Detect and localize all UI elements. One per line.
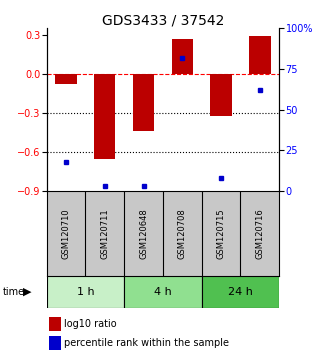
- Text: 1 h: 1 h: [76, 287, 94, 297]
- Text: time: time: [3, 287, 25, 297]
- Bar: [124, 276, 202, 308]
- Bar: [202, 276, 279, 308]
- Text: 24 h: 24 h: [228, 287, 253, 297]
- Text: GSM120648: GSM120648: [139, 208, 148, 259]
- Bar: [47, 276, 124, 308]
- Bar: [49, 317, 60, 331]
- Bar: [55, 74, 77, 84]
- Text: ▶: ▶: [23, 287, 32, 297]
- Bar: [49, 336, 60, 350]
- Text: GSM120710: GSM120710: [61, 208, 70, 259]
- Bar: [211, 74, 232, 116]
- Text: percentile rank within the sample: percentile rank within the sample: [64, 338, 229, 348]
- Bar: [133, 74, 154, 131]
- Title: GDS3433 / 37542: GDS3433 / 37542: [102, 13, 224, 27]
- Bar: [172, 39, 193, 74]
- Bar: [94, 74, 115, 159]
- Text: 4 h: 4 h: [154, 287, 172, 297]
- Text: GSM120711: GSM120711: [100, 208, 109, 259]
- Text: GSM120708: GSM120708: [178, 208, 187, 259]
- Text: GSM120715: GSM120715: [217, 208, 226, 259]
- Text: GSM120716: GSM120716: [256, 208, 265, 259]
- Text: log10 ratio: log10 ratio: [64, 319, 117, 329]
- Bar: [249, 36, 271, 74]
